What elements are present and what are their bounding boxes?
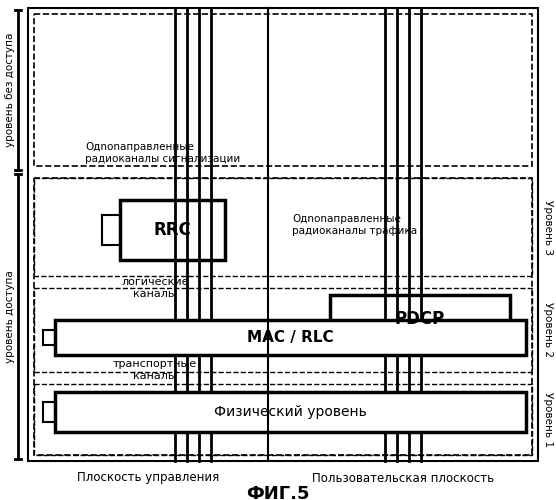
Text: PDCP: PDCP <box>395 310 445 328</box>
Text: Пользовательская плоскость: Пользовательская плоскость <box>312 472 494 484</box>
Bar <box>55 320 526 355</box>
Bar <box>330 295 510 343</box>
Bar <box>34 384 532 455</box>
Text: Одnonаправленные
радиоканалы трафика: Одnonаправленные радиоканалы трафика <box>292 214 417 236</box>
Text: MAC / RLC: MAC / RLC <box>247 330 334 345</box>
Bar <box>34 178 532 276</box>
Bar <box>34 178 532 455</box>
Text: RRC: RRC <box>153 221 191 239</box>
Text: логические
каналы: логические каналы <box>121 277 188 299</box>
Text: уровень доступа: уровень доступа <box>5 270 15 363</box>
Text: Уровень 1: Уровень 1 <box>543 392 553 447</box>
Bar <box>34 14 532 166</box>
Text: Уровень 2: Уровень 2 <box>543 302 553 358</box>
Text: транспортные
каналы: транспортные каналы <box>113 359 197 381</box>
Text: уровень без доступа: уровень без доступа <box>5 33 15 147</box>
Bar <box>55 392 526 432</box>
Text: Одnonаправленные
радиоканалы сигнализации: Одnonаправленные радиоканалы сигнализаци… <box>85 142 240 164</box>
Text: ФИГ.5: ФИГ.5 <box>246 485 310 500</box>
Text: Плоскость управления: Плоскость управления <box>77 472 219 484</box>
Text: Уровень 3: Уровень 3 <box>543 200 553 254</box>
Bar <box>34 288 532 372</box>
Bar <box>120 200 225 260</box>
Text: Физический уровень: Физический уровень <box>214 405 367 419</box>
